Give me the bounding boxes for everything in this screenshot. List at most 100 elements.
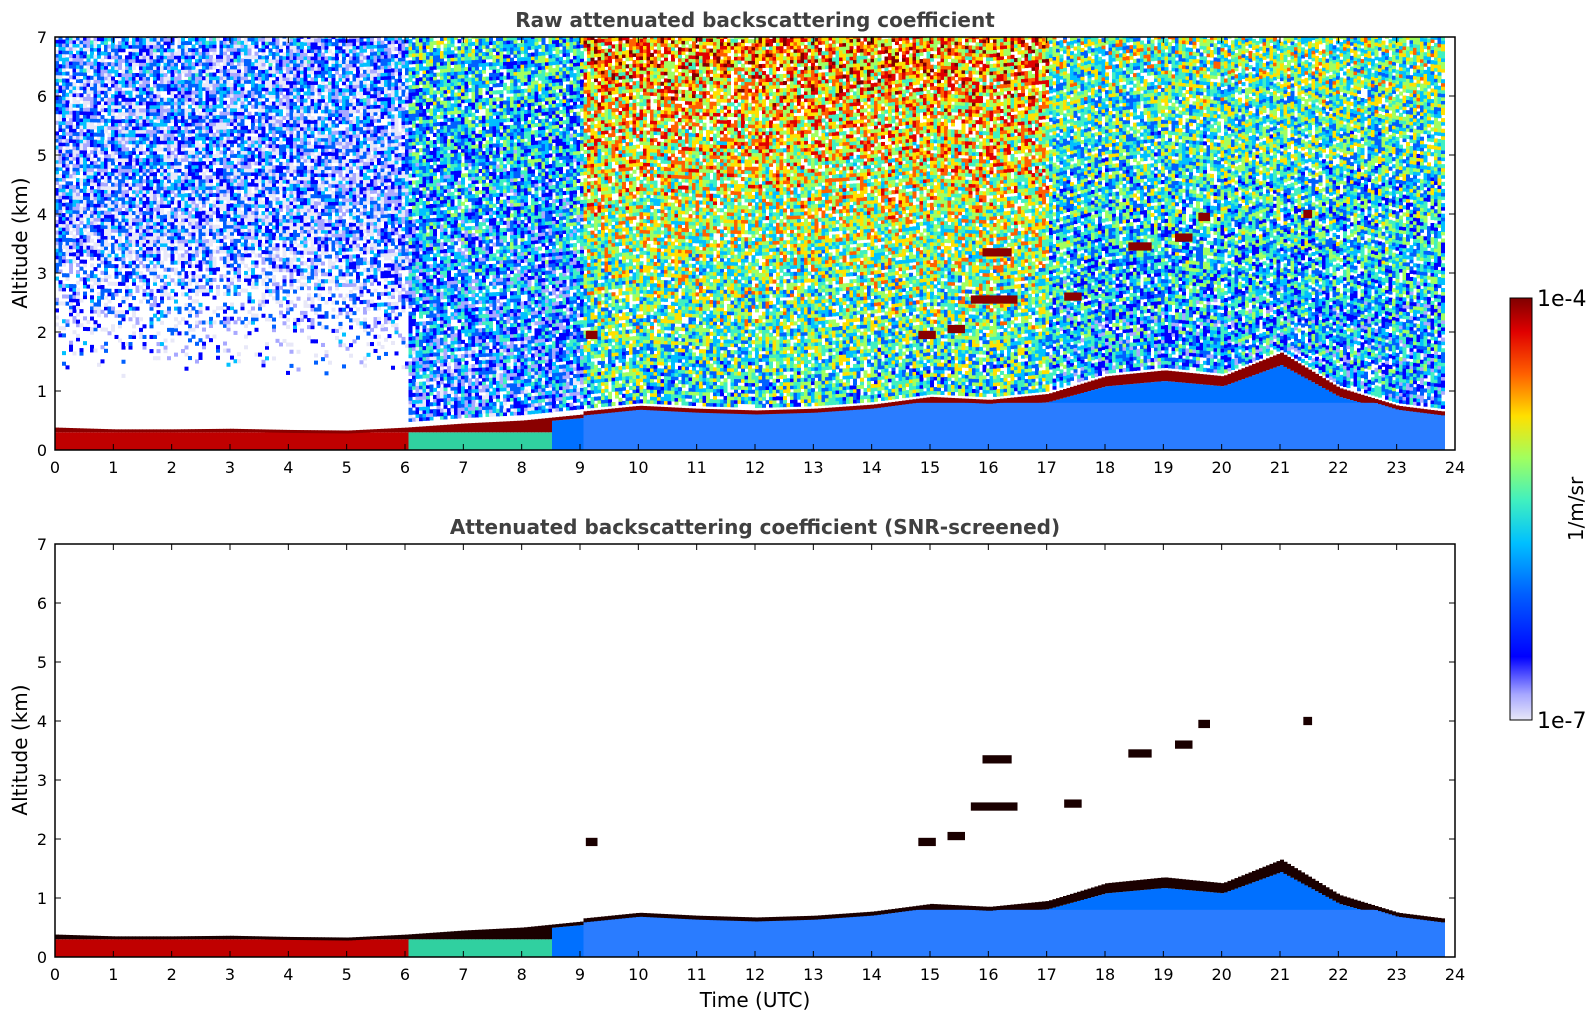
heatmap-cell: [153, 123, 157, 127]
heatmap-cell: [97, 51, 101, 55]
heatmap-cell: [234, 186, 238, 190]
heatmap-cell: [87, 253, 91, 257]
heatmap-cell: [80, 323, 84, 327]
heatmap-cell: [223, 154, 227, 158]
heatmap-cell: [62, 135, 66, 139]
heatmap-cell: [62, 220, 66, 224]
heatmap-cell: [146, 108, 150, 112]
heatmap-cell: [115, 55, 119, 59]
heatmap-cell: [83, 79, 87, 83]
heatmap-cell: [230, 115, 234, 119]
heatmap-cell: [223, 150, 227, 154]
heatmap-cell: [62, 174, 66, 178]
heatmap-cell: [178, 176, 182, 180]
heatmap-cell: [598, 410, 602, 414]
heatmap-cell: [227, 147, 231, 151]
heatmap-cell: [178, 151, 182, 155]
heatmap-cell: [62, 160, 66, 164]
heatmap-cell: [101, 271, 105, 275]
heatmap-cell: [62, 231, 66, 235]
heatmap-cell: [171, 38, 175, 42]
heatmap-cell: [195, 239, 199, 243]
heatmap-cell: [745, 413, 749, 450]
heatmap-cell: [374, 432, 378, 450]
heatmap-cell: [87, 83, 91, 87]
heatmap-cell: [129, 289, 133, 293]
heatmap-cell: [101, 37, 105, 41]
heatmap-cell: [248, 229, 252, 233]
heatmap-cell: [206, 66, 210, 70]
heatmap-cell: [167, 69, 171, 73]
heatmap-cell: [59, 89, 63, 93]
heatmap-cell: [69, 217, 73, 221]
heatmap-cell: [150, 268, 154, 272]
heatmap-cell: [251, 236, 255, 240]
heatmap-cell: [150, 246, 154, 250]
heatmap-cell: [237, 126, 241, 130]
heatmap-cell: [87, 200, 91, 204]
heatmap-cell: [188, 197, 192, 201]
heatmap-cell: [83, 203, 87, 207]
heatmap-cell: [101, 158, 105, 162]
heatmap-cell: [167, 62, 171, 66]
heatmap-cell: [237, 133, 241, 137]
heatmap-cell: [181, 87, 185, 91]
heatmap-cell: [241, 76, 245, 80]
heatmap-cell: [195, 73, 199, 77]
heatmap-cell: [199, 239, 203, 243]
heatmap-cell: [132, 48, 136, 52]
heatmap-cell: [97, 136, 101, 140]
heatmap-cell: [248, 69, 252, 73]
heatmap-cell: [230, 228, 234, 232]
heatmap-cell: [122, 98, 126, 102]
heatmap-cell: [139, 317, 143, 321]
heatmap-cell: [94, 249, 98, 253]
heatmap-cell: [178, 144, 182, 148]
heatmap-cell: [178, 115, 182, 119]
heatmap-cell: [157, 303, 161, 307]
heatmap-cell: [171, 250, 175, 254]
heatmap-cell: [111, 183, 115, 187]
heatmap-cell: [223, 303, 227, 307]
heatmap-cell: [223, 320, 227, 324]
heatmap-cell: [73, 58, 77, 62]
heatmap-cell: [118, 133, 122, 137]
heatmap-cell: [185, 214, 189, 218]
heatmap-cell: [244, 126, 248, 130]
heatmap-cell: [188, 112, 192, 116]
heatmap-cell: [892, 402, 896, 406]
heatmap-cell: [104, 154, 108, 158]
heatmap-cell: [136, 225, 140, 229]
heatmap-cell: [101, 126, 105, 130]
heatmap-cell: [69, 125, 73, 129]
heatmap-cell: [160, 161, 164, 165]
heatmap-cell: [241, 221, 245, 225]
heatmap-cell: [216, 119, 220, 123]
heatmap-cell: [836, 410, 840, 450]
heatmap-cell: [62, 178, 66, 182]
heatmap-cell: [1273, 403, 1277, 450]
heatmap-cell: [143, 140, 147, 144]
heatmap-cell: [220, 48, 224, 52]
heatmap-cell: [104, 260, 108, 264]
heatmap-cell: [115, 123, 119, 127]
heatmap-cell: [216, 196, 220, 200]
heatmap-cell: [153, 190, 157, 194]
heatmap-cell: [132, 147, 136, 151]
heatmap-cell: [157, 59, 161, 63]
heatmap-cell: [59, 163, 63, 167]
heatmap-cell: [59, 206, 63, 210]
heatmap-cell: [122, 254, 126, 258]
heatmap-cell: [143, 55, 147, 59]
heatmap-cell: [122, 151, 126, 155]
heatmap-cell: [192, 221, 196, 225]
heatmap-cell: [248, 62, 252, 66]
heatmap-cell: [139, 161, 143, 165]
heatmap-cell: [59, 301, 63, 305]
heatmap-cell: [83, 107, 87, 111]
heatmap-cell: [73, 199, 77, 203]
heatmap-cell: [958, 403, 962, 450]
heatmap-cell: [213, 200, 217, 204]
heatmap-cell: [195, 264, 199, 268]
heatmap-cell: [353, 432, 357, 450]
